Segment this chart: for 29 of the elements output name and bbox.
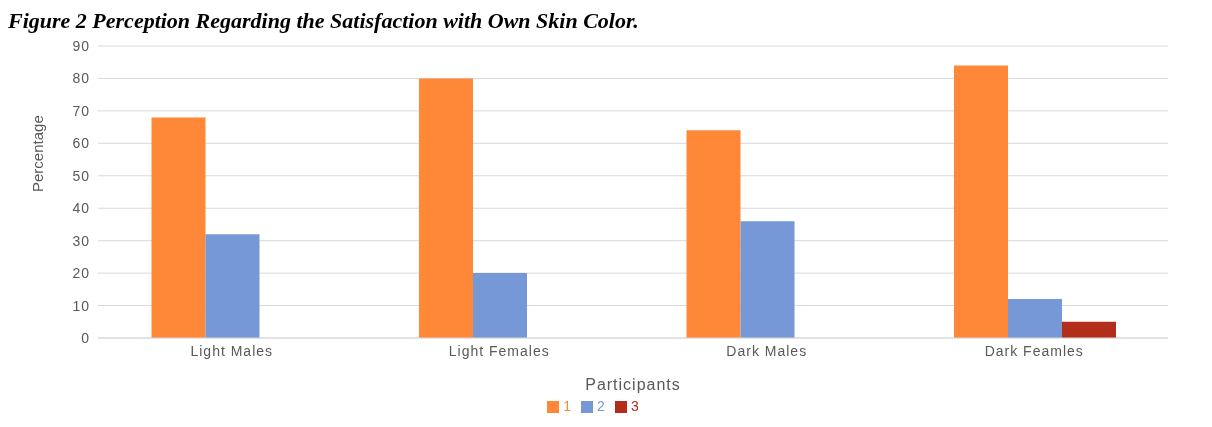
x-axis-title: Participants	[585, 376, 681, 393]
y-axis-title: Percentage	[29, 115, 47, 192]
y-tick-label: 80	[72, 70, 90, 87]
bar	[473, 273, 527, 338]
y-tick-label: 40	[72, 200, 90, 217]
bar	[1062, 321, 1116, 338]
y-tick-label: 30	[72, 232, 90, 249]
y-tick-label: 90	[72, 37, 90, 54]
bar	[419, 78, 473, 338]
bar	[740, 221, 795, 338]
y-tick-label: 50	[72, 167, 90, 184]
bar	[1008, 299, 1062, 338]
x-tick-label: Dark Males	[726, 342, 808, 359]
bar	[205, 234, 260, 338]
y-tick-label: 70	[72, 102, 90, 119]
y-tick-label: 0	[81, 329, 90, 346]
legend-label: 3	[630, 398, 639, 414]
bar	[151, 117, 206, 338]
legend-label: 2	[597, 398, 605, 414]
y-tick-label: 10	[72, 297, 90, 314]
y-tick-label: 20	[72, 265, 90, 282]
x-tick-label: Light Males	[190, 342, 274, 359]
bar	[954, 65, 1008, 338]
legend-label: 1	[563, 398, 572, 414]
x-tick-label: Light Females	[448, 342, 550, 359]
bar	[686, 130, 741, 338]
x-tick-label: Dark Feamles	[984, 342, 1084, 359]
y-tick-label: 60	[72, 135, 90, 152]
chart-title: Figure 2 Perception Regarding the Satisfaction with Own Skin Color.	[8, 8, 640, 34]
